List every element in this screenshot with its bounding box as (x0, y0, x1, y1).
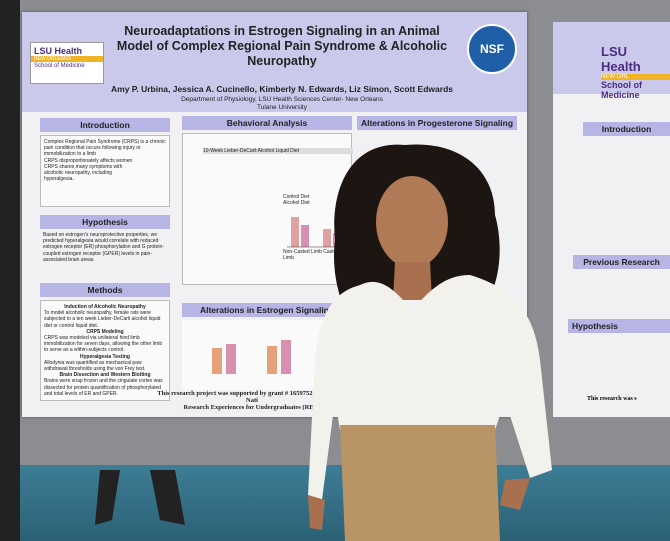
university: Tulane University (257, 104, 307, 111)
logo-school: School of Medicine (34, 63, 85, 69)
authors: Amy P. Urbina, Jessica A. Cucinello, Kim… (111, 84, 453, 94)
side-poster: LSU Health NEW ORL School of Medicine In… (553, 22, 670, 417)
logo-city: NEW ORLEANS (31, 56, 103, 62)
nsf-badge: NSF (467, 24, 517, 74)
side-footer: This research was s (587, 396, 637, 402)
method-text: Brains were snap frozen and the cingulat… (44, 378, 163, 397)
blouse (308, 275, 552, 500)
bar (267, 346, 277, 374)
subheading: Induction of Alcoholic Neuropathy (64, 304, 146, 310)
section-heading: Introduction (40, 118, 170, 132)
bar (323, 229, 331, 247)
group-label: Non-Casted Limb (283, 249, 322, 255)
bar (212, 348, 222, 374)
hypothesis-text: Based on estrogen's neuroprotective prop… (43, 232, 164, 263)
hand (308, 495, 325, 530)
bullet: CRPS disproportionately affects women (44, 157, 133, 164)
bar (281, 340, 291, 374)
group-label: Casted Limb (283, 249, 340, 262)
bullet: Complex Regional Pain Syndrome (CRPS) is… (44, 139, 166, 158)
poster-title: Neuroadaptations in Estrogen Signaling i… (116, 24, 448, 68)
method-text: CRPS was modeled via unilateral hind lim… (44, 335, 163, 354)
method-text: Allodynia was quantified as mechanical p… (44, 359, 146, 373)
side-school: School of Medicine (601, 80, 642, 100)
footer: This research project was supported by g… (152, 390, 352, 411)
face (376, 176, 448, 268)
hand (500, 478, 530, 510)
section-heading: Hypothesis (568, 319, 670, 333)
affiliation: Department of Physiology, LSU Health Sci… (102, 96, 462, 112)
section-heading: Behavioral Analysis (182, 116, 352, 130)
section-heading: Alterations in Progesterone Signaling (357, 116, 517, 130)
easel-post (0, 0, 20, 541)
department: Department of Physiology, LSU Health Sci… (181, 96, 383, 103)
group-labels: Non-Casted Limb Casted Limb (283, 249, 351, 261)
bar (301, 225, 309, 247)
section-heading: Alterations in Estrogen Signaling (182, 303, 352, 317)
title-band (22, 12, 527, 112)
neck (393, 262, 432, 300)
poster: LSU Health NEW ORLEANS School of Medicin… (22, 12, 527, 417)
subheading: Brain Dissection and Western Blotting (59, 372, 151, 379)
legend-entry: Control Diet (283, 194, 310, 200)
behavioral-panel: 10-Week Lieber-DeCarli Alcohol Liquid Di… (182, 133, 353, 285)
footer-line: Research Experiences for Undergraduates … (183, 404, 321, 411)
section-heading: Hypothesis (40, 215, 170, 229)
bar (226, 344, 236, 374)
section-heading: Methods (40, 283, 170, 297)
legend: Control Diet Alcohol Diet (283, 194, 310, 206)
subheading: CRPS Modeling (86, 328, 124, 335)
footer-line: This research project was supported by g… (157, 390, 347, 404)
trousers (340, 425, 500, 541)
methods-panel: Induction of Alcoholic Neuropathy To mod… (40, 300, 170, 402)
timeline: 10-Week Lieber-DeCarli Alcohol Liquid Di… (203, 148, 353, 155)
section-heading: Introduction (583, 122, 670, 136)
section-heading: Previous Research (573, 255, 670, 269)
method-text: To model alcoholic neuropathy, female ra… (44, 310, 161, 329)
bar (291, 217, 299, 247)
side-brand: LSU Health (601, 44, 641, 74)
legend-entry: Alcohol Diet (283, 200, 310, 207)
logo: LSU Health NEW ORLEANS School of Medicin… (30, 42, 104, 84)
subheading: Hyperalgesia Testing (80, 353, 130, 360)
side-city: NEW ORL (601, 74, 670, 80)
logo-brand: LSU Health (34, 46, 83, 56)
intro-panel: Complex Regional Pain Syndrome (CRPS) is… (40, 135, 170, 207)
background-legs (95, 470, 185, 525)
side-title-band: LSU Health NEW ORL School of Medicine (553, 22, 670, 100)
bullet: CRPS shares many symptoms with alcoholic… (44, 163, 123, 183)
